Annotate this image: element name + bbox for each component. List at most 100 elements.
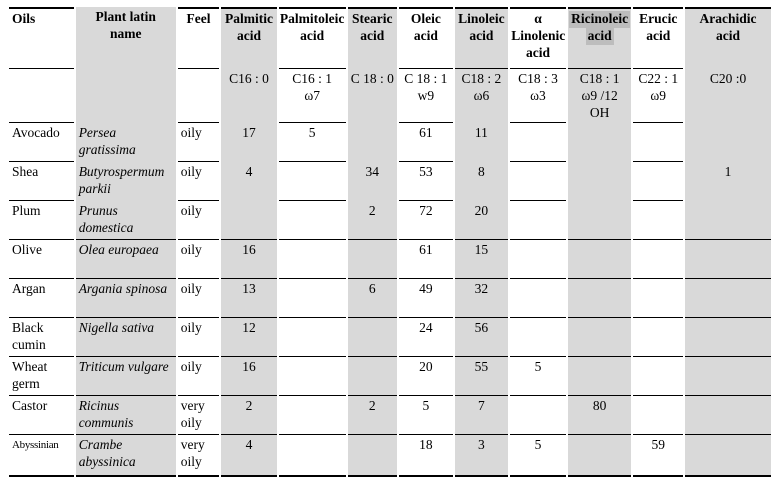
value-cell-linolenic (510, 396, 566, 435)
latin-name-cell: Argania spinosa (75, 278, 176, 318)
value-cell-linoleic: 11 (454, 122, 509, 162)
value-cell-linolenic (510, 240, 566, 279)
value-cell-stearic: 2 (347, 395, 398, 435)
value-cell-ricinoleic: 80 (567, 395, 632, 435)
column-header-stearic: Stearic acid (347, 7, 398, 69)
value-cell-oleic: 49 (399, 279, 453, 318)
feel-cell: oily (177, 318, 220, 357)
value-cell-erucic (633, 357, 684, 396)
column-subheader-feel (177, 69, 220, 123)
value-cell-palmitic (221, 200, 277, 240)
value-cell-ricinoleic (567, 317, 632, 357)
value-cell-palmitoleic (278, 162, 346, 201)
value-cell-oleic: 53 (399, 162, 453, 201)
value-cell-stearic (347, 122, 398, 162)
value-cell-arachidic (685, 395, 771, 435)
value-cell-palmitic: 4 (221, 161, 277, 201)
column-header-ricinoleic: Ricinoleic acid (567, 7, 632, 69)
value-cell-linolenic (510, 318, 566, 357)
value-cell-linoleic: 32 (454, 278, 509, 318)
value-cell-palmitic: 17 (221, 122, 277, 162)
latin-name-cell: Persea gratissima (75, 122, 176, 162)
table-row: Argan Argania spinosa oily 13 6 49 32 (9, 278, 771, 318)
column-subheader-palmitoleic: C16 : 1 ω7 (278, 69, 346, 123)
latin-name-cell: Ricinus communis (75, 395, 176, 435)
value-cell-palmitoleic (278, 201, 346, 240)
column-subheader-stearic: C 18 : 0 (347, 69, 398, 123)
table-header: Oils Plant latin name Feel Palmitic acid Pal… (9, 7, 771, 123)
value-cell-arachidic (685, 434, 771, 477)
feel-cell: oily (177, 279, 220, 318)
table-row: Shea Butyrospermum parkii oily 4 34 53 8 1 (9, 161, 771, 201)
value-cell-palmitoleic (278, 357, 346, 396)
latin-name-cell: Triticum vulgare (75, 356, 176, 396)
column-header-erucic: Erucic acid (633, 7, 684, 69)
value-cell-erucic (633, 240, 684, 279)
column-header-palmitic: Palmitic acid (221, 7, 277, 69)
value-cell-ricinoleic (567, 278, 632, 318)
oil-name-cell: Abyssinian (9, 435, 74, 477)
value-cell-palmitic: 4 (221, 434, 277, 477)
value-cell-oleic: 20 (399, 357, 453, 396)
feel-cell: oily (177, 162, 220, 201)
oil-name-cell: Wheat germ (9, 357, 74, 396)
value-cell-oleic: 72 (399, 201, 453, 240)
oil-name-cell: Shea (9, 162, 74, 201)
value-cell-palmitoleic (278, 279, 346, 318)
feel-cell: very oily (177, 396, 220, 435)
column-subheader-palmitic: C16 : 0 (221, 69, 277, 123)
value-cell-arachidic (685, 317, 771, 357)
value-cell-oleic: 5 (399, 396, 453, 435)
value-cell-palmitic: 16 (221, 356, 277, 396)
value-cell-arachidic: 1 (685, 161, 771, 201)
value-cell-stearic (347, 317, 398, 357)
table-row: Wheat germ Triticum vulgare oily 16 20 55 5 (9, 356, 771, 396)
column-subheader-linolenic: C18 : 3 ω3 (510, 69, 566, 123)
column-subheader-ricinoleic: C18 : 1 ω9 /12 OH (567, 69, 632, 123)
column-header-oleic: Oleic acid (399, 7, 453, 69)
value-cell-palmitic: 2 (221, 395, 277, 435)
value-cell-stearic: 34 (347, 161, 398, 201)
column-subheader-oleic: C 18 : 1 w9 (399, 69, 453, 123)
value-cell-palmitic: 12 (221, 317, 277, 357)
oil-name-cell: Avocado (9, 123, 74, 162)
value-cell-linolenic (510, 201, 566, 240)
value-cell-ricinoleic (567, 434, 632, 477)
table-body: Avocado Persea gratissima oily 17 5 61 11 Shea B… (9, 122, 771, 477)
latin-name-cell: Butyrospermum parkii (75, 161, 176, 201)
value-cell-stearic (347, 434, 398, 477)
table-row: Castor Ricinus communis very oily 2 2 5 7 80 (9, 395, 771, 435)
value-cell-linoleic: 55 (454, 356, 509, 396)
column-header-linolenic: α Linolenic acid (510, 7, 566, 69)
value-cell-ricinoleic (567, 239, 632, 279)
value-cell-erucic (633, 162, 684, 201)
oil-name-cell: Plum (9, 201, 74, 240)
value-cell-linoleic: 7 (454, 395, 509, 435)
value-cell-ricinoleic (567, 122, 632, 162)
value-cell-oleic: 61 (399, 123, 453, 162)
value-cell-stearic (347, 356, 398, 396)
column-header-feel: Feel (177, 7, 220, 69)
table-row: Plum Prunus domestica oily 2 72 20 (9, 200, 771, 240)
highlighted-text: Ricinoleic (569, 11, 631, 28)
header-row-names: Oils Plant latin name Feel Palmitic acid Pal… (9, 7, 771, 69)
value-cell-stearic: 6 (347, 278, 398, 318)
feel-cell: oily (177, 240, 220, 279)
column-header-linoleic: Linoleic acid (454, 7, 509, 69)
value-cell-stearic (347, 239, 398, 279)
latin-name-cell: Olea europaea (75, 239, 176, 279)
table-row: Olive Olea europaea oily 16 61 15 (9, 239, 771, 279)
value-cell-palmitoleic (278, 396, 346, 435)
highlighted-text: acid (585, 27, 614, 45)
value-cell-erucic (633, 396, 684, 435)
column-header-oils: Oils (9, 7, 74, 69)
value-cell-oleic: 24 (399, 318, 453, 357)
feel-cell: oily (177, 123, 220, 162)
value-cell-arachidic (685, 200, 771, 240)
table-row: Avocado Persea gratissima oily 17 5 61 11 (9, 122, 771, 162)
feel-cell: very oily (177, 435, 220, 477)
column-subheader-oils (9, 69, 74, 123)
value-cell-linoleic: 8 (454, 161, 509, 201)
